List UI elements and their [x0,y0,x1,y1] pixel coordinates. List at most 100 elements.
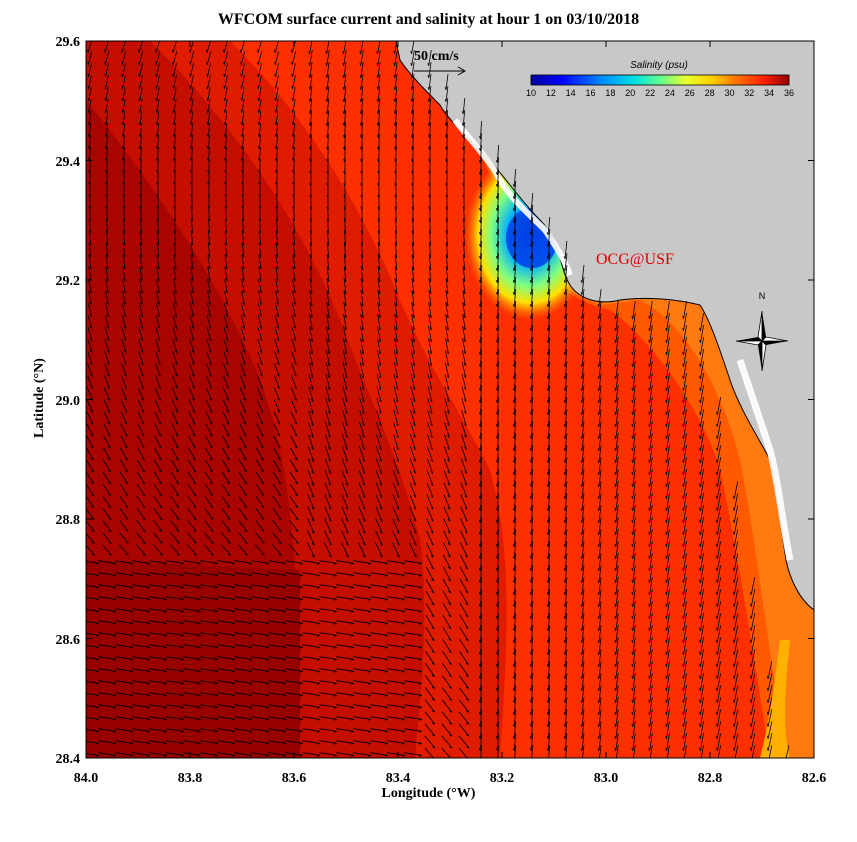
current-arrow [206,99,211,114]
current-arrow [479,144,482,164]
current-arrow [275,218,278,234]
current-arrow [207,158,210,174]
current-arrow [153,459,163,473]
current-arrow [136,459,146,473]
current-arrow [665,685,670,704]
current-arrow [87,99,92,114]
current-arrow [154,399,162,413]
current-arrow [153,520,163,532]
current-arrow [336,560,355,565]
current-arrow [479,204,482,224]
current-arrow [733,565,739,583]
current-arrow [597,709,602,728]
current-arrow [154,387,162,401]
current-arrow [115,704,134,709]
current-arrow [359,41,364,55]
current-arrow [132,584,151,589]
current-arrow [336,704,355,709]
current-arrow [268,620,287,625]
current-arrow [580,349,585,368]
current-arrow [307,506,315,522]
current-arrow [87,303,93,318]
current-arrow [479,492,482,512]
x-tick-label: 83.0 [594,771,619,786]
current-arrow [258,279,262,294]
current-arrow [206,41,211,53]
current-arrow [648,661,653,680]
y-tick-label: 29.6 [56,35,81,50]
current-arrow [189,87,194,102]
current-arrow [479,240,482,260]
current-arrow [443,458,451,474]
current-arrow [394,302,398,319]
current-arrow [370,740,389,745]
current-arrow [273,435,281,449]
current-arrow [479,624,482,644]
x-tick-label: 83.6 [282,771,307,786]
current-arrow [546,660,551,680]
current-arrow [597,421,602,440]
current-arrow [370,560,389,565]
current-arrow [166,680,185,685]
current-arrow [149,584,168,589]
current-arrow [241,267,245,282]
colorbar-tick-label: 20 [625,88,635,98]
current-arrow [512,348,517,368]
current-arrow [308,109,313,127]
current-arrow [217,632,236,637]
current-arrow [716,505,722,523]
current-arrow [445,302,449,319]
current-arrow [614,673,619,692]
current-arrow [121,111,126,126]
current-arrow [512,696,517,716]
current-arrow [614,409,619,428]
current-arrow [631,349,636,368]
current-arrow [307,482,315,498]
current-arrow [512,600,517,620]
current-arrow [580,601,585,620]
current-arrow [682,301,687,320]
current-arrow [563,444,568,464]
current-arrow [324,506,332,522]
current-arrow [132,608,151,613]
current-arrow [187,483,197,497]
current-arrow [268,728,287,733]
current-arrow [98,692,117,697]
current-arrow [324,542,332,558]
current-arrow [404,668,423,673]
current-arrow [240,99,245,114]
current-arrow [529,636,534,656]
current-arrow [580,433,585,452]
current-arrow [563,564,568,584]
current-arrow [275,279,279,294]
current-arrow [343,302,347,319]
current-arrow [234,752,253,757]
current-arrow [716,733,722,751]
current-arrow [393,50,398,67]
current-arrow [441,747,451,758]
current-arrow [358,506,366,522]
current-arrow [221,459,231,473]
x-tick-label: 83.8 [178,771,203,786]
current-arrow [319,644,338,649]
current-arrow [495,372,499,392]
current-arrow [563,456,568,476]
current-arrow [370,692,389,697]
current-arrow [155,375,161,389]
current-arrow [682,457,687,476]
current-arrow [183,704,202,709]
current-arrow [104,351,110,365]
current-arrow [234,620,253,625]
current-arrow [648,541,653,560]
current-arrow [105,267,109,282]
current-arrow [479,612,482,632]
current-arrow [87,351,93,365]
current-arrow [375,458,383,474]
current-arrow [326,133,329,151]
current-arrow [319,560,338,565]
current-arrow [529,480,534,500]
current-arrow [682,697,687,716]
current-arrow [103,435,111,449]
current-arrow [105,279,109,294]
current-arrow [115,644,134,649]
